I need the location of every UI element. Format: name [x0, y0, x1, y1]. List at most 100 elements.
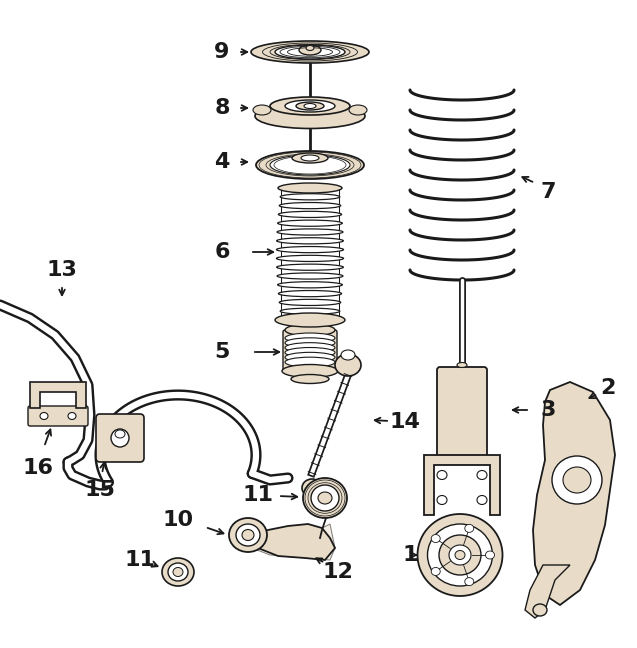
Polygon shape	[424, 455, 500, 515]
Ellipse shape	[285, 357, 335, 367]
Ellipse shape	[299, 45, 321, 55]
Ellipse shape	[431, 568, 440, 575]
Ellipse shape	[292, 153, 328, 163]
Ellipse shape	[285, 324, 335, 336]
Ellipse shape	[349, 105, 367, 115]
Ellipse shape	[236, 524, 260, 546]
Ellipse shape	[304, 104, 316, 108]
Ellipse shape	[270, 97, 350, 115]
Text: 15: 15	[85, 480, 115, 500]
Ellipse shape	[335, 354, 361, 376]
FancyBboxPatch shape	[437, 367, 487, 458]
Text: 6: 6	[214, 242, 230, 262]
Ellipse shape	[277, 229, 343, 235]
Ellipse shape	[277, 273, 343, 279]
Ellipse shape	[563, 467, 591, 493]
Ellipse shape	[281, 185, 339, 191]
Text: 10: 10	[162, 510, 194, 530]
Ellipse shape	[115, 430, 125, 438]
Text: 14: 14	[390, 412, 420, 432]
Text: 12: 12	[322, 562, 354, 582]
Polygon shape	[248, 524, 335, 560]
Ellipse shape	[280, 308, 340, 314]
Ellipse shape	[278, 282, 342, 288]
Text: 11: 11	[243, 485, 273, 505]
Ellipse shape	[477, 496, 487, 505]
Ellipse shape	[457, 362, 467, 367]
Ellipse shape	[278, 211, 341, 218]
Text: 1: 1	[402, 545, 418, 565]
Ellipse shape	[302, 479, 322, 497]
Text: 8: 8	[214, 98, 230, 118]
Ellipse shape	[477, 470, 487, 480]
Text: 7: 7	[540, 182, 555, 202]
Ellipse shape	[449, 545, 471, 565]
Ellipse shape	[439, 535, 481, 575]
Ellipse shape	[341, 350, 355, 360]
Ellipse shape	[533, 604, 547, 616]
Ellipse shape	[279, 299, 341, 305]
Ellipse shape	[276, 255, 343, 262]
Ellipse shape	[455, 551, 465, 559]
Ellipse shape	[275, 313, 345, 327]
Ellipse shape	[242, 529, 254, 540]
Ellipse shape	[278, 290, 341, 297]
Ellipse shape	[417, 514, 503, 596]
Ellipse shape	[465, 577, 474, 586]
Ellipse shape	[270, 155, 350, 175]
Text: 13: 13	[47, 260, 78, 280]
Text: 4: 4	[214, 152, 230, 172]
Polygon shape	[245, 524, 335, 560]
Ellipse shape	[279, 203, 341, 209]
Ellipse shape	[276, 246, 343, 253]
Ellipse shape	[276, 238, 343, 244]
FancyBboxPatch shape	[28, 406, 88, 426]
Ellipse shape	[552, 456, 602, 504]
Ellipse shape	[275, 45, 345, 59]
Ellipse shape	[278, 183, 342, 193]
FancyBboxPatch shape	[283, 330, 337, 371]
Ellipse shape	[485, 551, 494, 559]
Ellipse shape	[162, 558, 194, 586]
Ellipse shape	[318, 492, 332, 504]
Ellipse shape	[427, 524, 492, 586]
Polygon shape	[525, 565, 570, 618]
Ellipse shape	[437, 470, 447, 480]
Text: 2: 2	[600, 378, 616, 398]
Polygon shape	[533, 382, 615, 605]
Ellipse shape	[465, 524, 474, 533]
Ellipse shape	[285, 353, 335, 362]
Ellipse shape	[68, 413, 76, 419]
Ellipse shape	[173, 568, 183, 577]
Polygon shape	[30, 382, 86, 408]
Ellipse shape	[285, 343, 335, 353]
Ellipse shape	[285, 338, 335, 348]
Ellipse shape	[285, 100, 335, 112]
Ellipse shape	[278, 220, 342, 226]
Ellipse shape	[285, 333, 335, 343]
Ellipse shape	[229, 518, 267, 552]
Text: 11: 11	[124, 550, 155, 570]
Ellipse shape	[40, 413, 48, 419]
Ellipse shape	[291, 375, 329, 384]
Ellipse shape	[255, 104, 365, 128]
Text: 3: 3	[540, 400, 555, 420]
Ellipse shape	[437, 496, 447, 505]
Ellipse shape	[280, 194, 340, 200]
Ellipse shape	[431, 535, 440, 542]
FancyBboxPatch shape	[96, 414, 144, 462]
Ellipse shape	[276, 264, 343, 270]
Ellipse shape	[282, 364, 338, 378]
Ellipse shape	[296, 102, 324, 110]
Ellipse shape	[311, 485, 339, 511]
Ellipse shape	[256, 151, 364, 179]
Ellipse shape	[303, 478, 347, 518]
Text: 16: 16	[22, 458, 54, 478]
Text: 5: 5	[214, 342, 230, 362]
Ellipse shape	[281, 317, 339, 323]
Text: 9: 9	[214, 42, 230, 62]
Ellipse shape	[301, 155, 319, 161]
Ellipse shape	[251, 41, 369, 63]
Ellipse shape	[285, 347, 335, 358]
Ellipse shape	[111, 429, 129, 447]
